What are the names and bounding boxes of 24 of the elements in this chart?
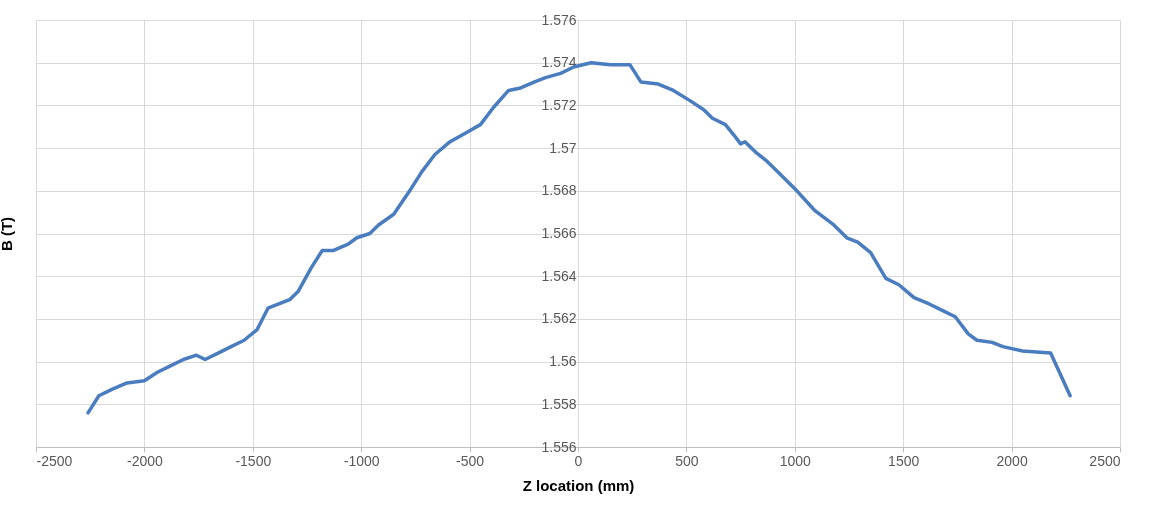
y-tick-label: 1.57 xyxy=(549,139,577,156)
x-tick-label: -500 xyxy=(456,452,485,469)
x-tick-label: -2500 xyxy=(36,452,73,469)
x-tick-label: 1000 xyxy=(779,452,812,469)
y-tick-label: 1.568 xyxy=(541,182,577,199)
y-tick-label: 1.574 xyxy=(541,54,577,71)
x-tick-label: 0 xyxy=(574,452,583,469)
x-tick-label: -1000 xyxy=(343,452,380,469)
y-tick-label: 1.572 xyxy=(541,96,577,113)
y-tick-label: 1.558 xyxy=(541,395,577,412)
y-tick-label: 1.564 xyxy=(541,267,577,284)
y-tick-label: 1.556 xyxy=(541,438,577,455)
x-axis-title: Z location (mm) xyxy=(522,476,635,494)
x-tick-label: 2500 xyxy=(1089,452,1121,469)
y-tick-label: 1.562 xyxy=(541,310,577,327)
x-tick-label: 500 xyxy=(675,452,699,469)
y-axis-title: B (T) xyxy=(0,216,15,252)
x-tick-label: -2000 xyxy=(126,452,164,469)
x-tick-label: -1500 xyxy=(235,452,272,469)
y-tick-label: 1.576 xyxy=(541,11,577,28)
y-tick-label: 1.56 xyxy=(549,353,577,370)
y-tick-label: 1.566 xyxy=(541,225,577,241)
x-tick-label: 2000 xyxy=(996,452,1028,469)
x-tick-label: 1500 xyxy=(888,452,920,469)
